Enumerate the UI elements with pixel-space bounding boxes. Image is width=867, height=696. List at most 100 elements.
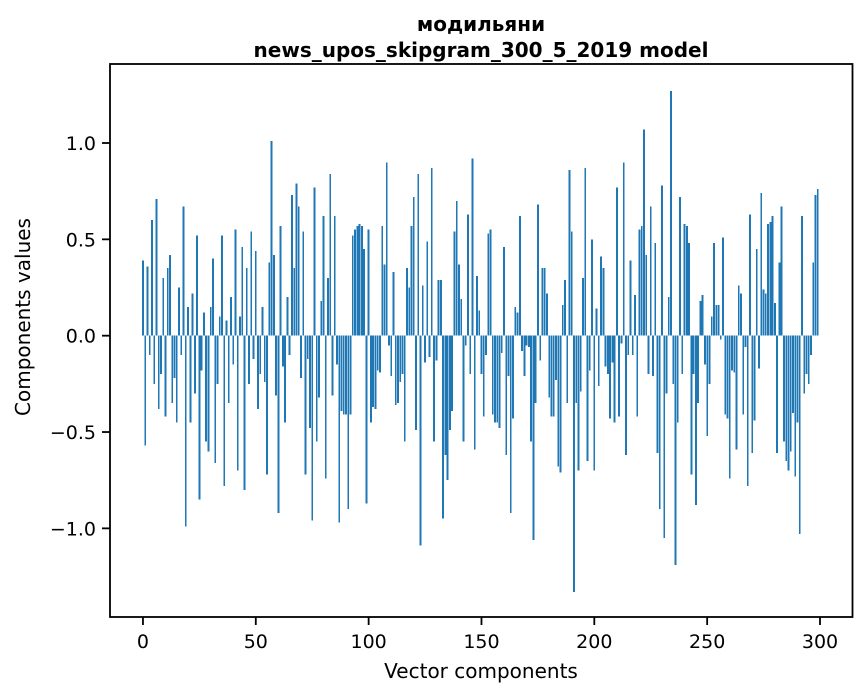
bar [792, 335, 794, 413]
y-tick-label: −0.5 [50, 422, 96, 444]
bar [652, 335, 654, 377]
bar [694, 335, 697, 506]
bar [638, 229, 641, 336]
bar [661, 185, 663, 336]
bar [546, 293, 548, 336]
bar [471, 158, 474, 336]
bar [683, 223, 686, 336]
bar [421, 285, 424, 336]
bar [277, 335, 280, 513]
bar [162, 277, 165, 336]
y-axis-label: Components values [11, 218, 35, 416]
bar [521, 335, 524, 352]
bar [570, 231, 573, 336]
bar [293, 268, 296, 336]
bar [169, 254, 171, 336]
bar [202, 312, 205, 336]
bar [530, 335, 533, 442]
bar [636, 335, 639, 417]
bar [275, 335, 278, 396]
bar [548, 335, 551, 398]
bar [424, 335, 426, 363]
bar [782, 335, 785, 442]
bar [543, 268, 546, 336]
bar [469, 335, 472, 375]
bar [322, 216, 325, 336]
bar [394, 335, 397, 406]
bar [681, 335, 684, 375]
bar [207, 335, 210, 452]
bar [688, 243, 691, 336]
bar [191, 293, 194, 336]
bar [336, 335, 338, 365]
bar [778, 262, 781, 336]
bar [746, 335, 749, 486]
bar [559, 335, 562, 473]
bar [690, 335, 693, 475]
bar [160, 335, 162, 375]
bar [658, 335, 661, 510]
bar [568, 169, 571, 336]
bar [758, 335, 760, 369]
bar [622, 162, 625, 336]
bar [453, 231, 456, 336]
bar [719, 335, 722, 340]
bar [656, 335, 659, 454]
bar [539, 335, 542, 361]
bar [241, 247, 244, 336]
x-tick-label: 150 [463, 631, 499, 653]
bar [419, 335, 422, 546]
bar [175, 335, 178, 423]
bar [582, 277, 584, 336]
bar [550, 335, 553, 417]
bar [760, 193, 763, 336]
bar [331, 335, 334, 396]
bar [672, 335, 675, 384]
bar [755, 248, 758, 336]
bar [412, 196, 415, 336]
bar [212, 258, 214, 336]
bar [358, 223, 361, 336]
bar [527, 335, 530, 348]
bar [363, 248, 366, 336]
bar [369, 335, 372, 423]
bar [327, 277, 329, 336]
bar [392, 272, 395, 336]
bar [523, 335, 526, 377]
bar [726, 335, 729, 419]
bar [665, 335, 668, 394]
bar [257, 335, 259, 409]
y-tick-label: 0.5 [66, 229, 96, 251]
bar [184, 335, 187, 527]
bar [516, 312, 519, 336]
bar [345, 335, 347, 415]
bar [383, 264, 386, 336]
bar [724, 335, 727, 415]
bar [254, 250, 257, 336]
bar [717, 304, 720, 336]
bar [491, 335, 494, 415]
bar [342, 335, 345, 415]
bar [692, 335, 695, 375]
bar [243, 335, 246, 490]
bar [272, 254, 275, 336]
bar [555, 335, 557, 380]
bar [737, 285, 740, 336]
bar [631, 335, 634, 355]
chart-title-word: модильяни [417, 12, 545, 36]
bar [157, 335, 160, 409]
bar [318, 335, 320, 398]
bar [403, 335, 406, 442]
bar [324, 335, 327, 479]
bar [674, 335, 677, 565]
bar [769, 222, 772, 336]
bar [189, 335, 192, 423]
bar [148, 335, 151, 355]
bar [573, 335, 575, 592]
bar [634, 295, 636, 336]
bar [536, 204, 539, 336]
bar [406, 268, 408, 336]
bar [507, 335, 510, 377]
bar [442, 335, 445, 519]
